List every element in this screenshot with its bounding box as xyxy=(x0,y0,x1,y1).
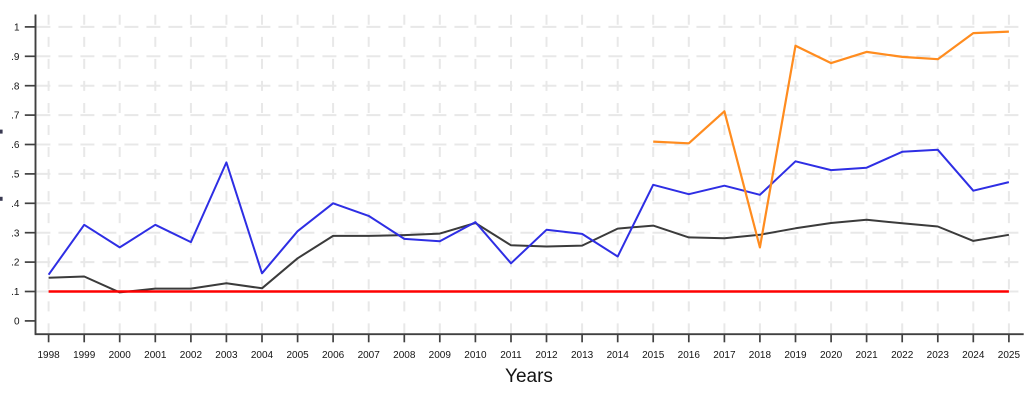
svg-text:0: 0 xyxy=(14,317,20,328)
svg-text:2003: 2003 xyxy=(215,350,238,361)
svg-text:2018: 2018 xyxy=(749,350,772,361)
svg-text:2012: 2012 xyxy=(535,350,558,361)
svg-text:.7: .7 xyxy=(11,111,20,122)
svg-text:2001: 2001 xyxy=(144,350,167,361)
svg-text:2007: 2007 xyxy=(358,350,381,361)
svg-text:2009: 2009 xyxy=(429,350,452,361)
svg-text:2004: 2004 xyxy=(251,350,274,361)
svg-text:.5: .5 xyxy=(11,170,20,181)
svg-text:.8: .8 xyxy=(11,81,20,92)
svg-text:2016: 2016 xyxy=(678,350,701,361)
svg-text:1999: 1999 xyxy=(73,350,96,361)
svg-text:.9: .9 xyxy=(11,52,20,63)
svg-text:2025: 2025 xyxy=(998,350,1021,361)
svg-text:1: 1 xyxy=(14,23,20,34)
svg-text:2000: 2000 xyxy=(109,350,132,361)
svg-text:2015: 2015 xyxy=(642,350,665,361)
svg-text:2010: 2010 xyxy=(464,350,487,361)
svg-text:2013: 2013 xyxy=(571,350,594,361)
svg-text:2019: 2019 xyxy=(784,350,807,361)
svg-text:.4: .4 xyxy=(11,199,20,210)
svg-text:2022: 2022 xyxy=(891,350,914,361)
svg-text:.3: .3 xyxy=(11,228,20,239)
svg-text:2021: 2021 xyxy=(855,350,878,361)
svg-text:2008: 2008 xyxy=(393,350,416,361)
svg-text:2014: 2014 xyxy=(607,350,630,361)
svg-text:2011: 2011 xyxy=(500,350,522,361)
svg-text:2005: 2005 xyxy=(286,350,309,361)
svg-text:.6: .6 xyxy=(11,140,20,151)
svg-text:.1: .1 xyxy=(11,287,20,298)
svg-text:2023: 2023 xyxy=(927,350,950,361)
svg-text:Years: Years xyxy=(505,366,553,387)
svg-text:2017: 2017 xyxy=(713,350,736,361)
svg-text:2006: 2006 xyxy=(322,350,345,361)
svg-text:2002: 2002 xyxy=(180,350,203,361)
svg-text:2024: 2024 xyxy=(962,350,985,361)
svg-text:1998: 1998 xyxy=(37,350,60,361)
svg-text:.2: .2 xyxy=(11,258,20,269)
svg-text:2020: 2020 xyxy=(820,350,843,361)
